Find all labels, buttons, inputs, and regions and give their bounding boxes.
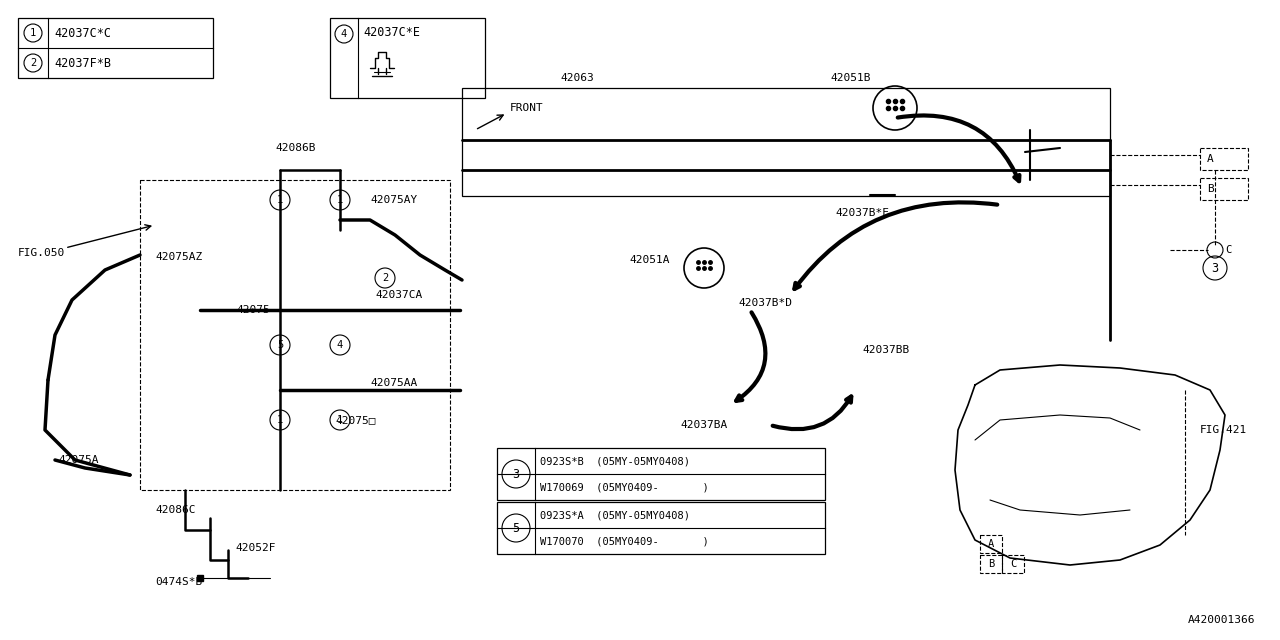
Bar <box>497 448 826 500</box>
Text: 42086C: 42086C <box>155 505 196 515</box>
Bar <box>980 535 1002 553</box>
Bar <box>980 555 1002 573</box>
Bar <box>497 502 826 554</box>
Text: 0923S*A  (05MY-05MY0408): 0923S*A (05MY-05MY0408) <box>540 510 690 520</box>
Text: 42063: 42063 <box>561 73 594 83</box>
Text: 5: 5 <box>276 340 283 350</box>
Text: 42075AA: 42075AA <box>370 378 417 388</box>
Text: 1: 1 <box>337 195 343 205</box>
Text: 42052F: 42052F <box>236 543 275 553</box>
Text: 3: 3 <box>512 467 520 481</box>
Text: 42051A: 42051A <box>630 255 669 265</box>
Text: 42037B*D: 42037B*D <box>739 298 792 308</box>
Text: B: B <box>1207 184 1213 194</box>
Text: 1: 1 <box>276 415 283 425</box>
Text: 42075AZ: 42075AZ <box>155 252 202 262</box>
Text: A: A <box>1207 154 1213 164</box>
Text: C: C <box>1010 559 1016 569</box>
Text: W170069  (05MY0409-       ): W170069 (05MY0409- ) <box>540 482 709 492</box>
Bar <box>140 180 451 490</box>
Text: 42037F*B: 42037F*B <box>54 56 111 70</box>
Text: 0923S*B  (05MY-05MY0408): 0923S*B (05MY-05MY0408) <box>540 456 690 466</box>
Text: 5: 5 <box>512 522 520 534</box>
Text: 42037B*E: 42037B*E <box>835 208 890 218</box>
Bar <box>462 88 1110 196</box>
Text: 42075□: 42075□ <box>335 415 375 425</box>
Text: 0474S*B: 0474S*B <box>155 577 202 587</box>
Text: 42051B: 42051B <box>829 73 870 83</box>
Text: FIG.050: FIG.050 <box>18 248 65 258</box>
Text: B: B <box>988 559 995 569</box>
Text: 1: 1 <box>337 415 343 425</box>
Bar <box>1002 555 1024 573</box>
Text: 42075AY: 42075AY <box>370 195 417 205</box>
Text: 2: 2 <box>381 273 388 283</box>
Text: 42086B: 42086B <box>275 143 316 153</box>
Text: FRONT: FRONT <box>509 103 544 113</box>
Text: 1: 1 <box>276 195 283 205</box>
Text: 1: 1 <box>29 28 36 38</box>
Text: 42037CA: 42037CA <box>375 290 422 300</box>
Text: 42037C*E: 42037C*E <box>364 26 420 38</box>
Text: W170070  (05MY0409-       ): W170070 (05MY0409- ) <box>540 536 709 546</box>
Bar <box>18 18 212 78</box>
Text: 4: 4 <box>340 29 347 39</box>
Text: 42037BB: 42037BB <box>861 345 909 355</box>
Text: 2: 2 <box>29 58 36 68</box>
Bar <box>330 18 485 98</box>
Text: A420001366: A420001366 <box>1188 615 1254 625</box>
Text: 42075A: 42075A <box>58 455 99 465</box>
Text: C: C <box>1225 245 1231 255</box>
Bar <box>1201 178 1248 200</box>
Text: 4: 4 <box>337 340 343 350</box>
Text: 42075: 42075 <box>237 305 270 315</box>
Text: 3: 3 <box>1211 262 1219 275</box>
Text: 42037C*C: 42037C*C <box>54 26 111 40</box>
Text: 42037BA: 42037BA <box>680 420 727 430</box>
Text: A: A <box>988 539 995 549</box>
Bar <box>1201 148 1248 170</box>
Text: FIG.421: FIG.421 <box>1201 425 1247 435</box>
